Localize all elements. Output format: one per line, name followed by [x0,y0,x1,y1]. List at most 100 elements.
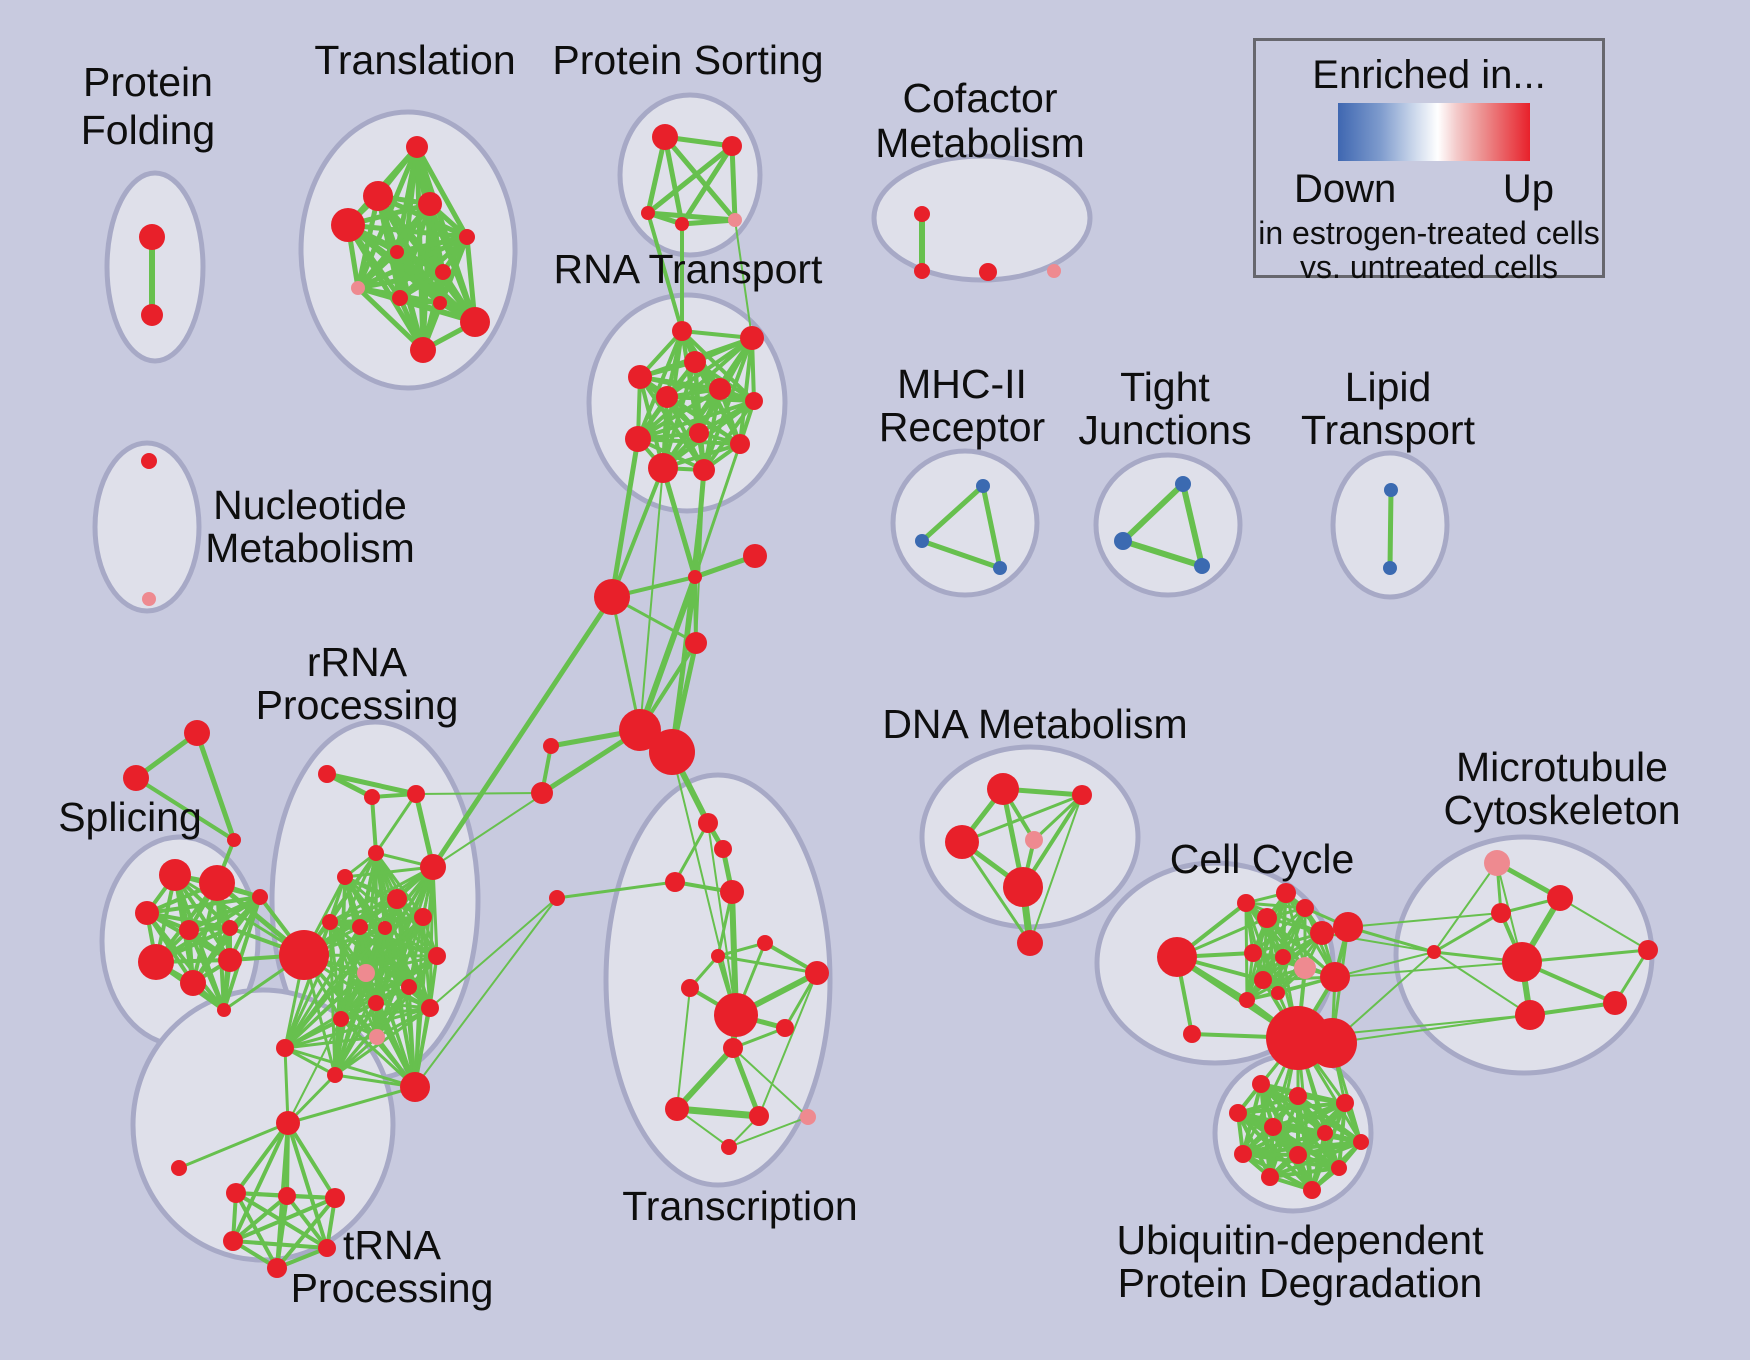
gene-set-node-ps-4 [728,213,742,227]
edge-cc [1261,916,1269,982]
gene-set-node-rr-17 [333,1011,349,1027]
cluster-label-cofactor-line1: Cofactor [903,75,1058,121]
gene-set-node-ub-9 [1331,1160,1347,1176]
cluster-label-mhc-ii-receptor-line1: MHC-II [897,361,1027,407]
edge-bridge-cn-rr [430,594,615,870]
gene-set-node-tx-2 [543,738,559,754]
edge-rr [383,926,432,1010]
legend-subtitle-1: in estrogen-treated cells [1258,215,1600,251]
legend-box: Enriched in... Down Up in estrogen-treat… [1253,38,1605,285]
gene-set-node-mh-1 [915,534,929,548]
gene-set-node-lp-1 [1383,561,1397,575]
edge-tx [716,954,819,975]
edge-tr [355,285,426,353]
edge-tx [728,1116,809,1148]
edge-tr [345,222,470,240]
edge-tr [345,222,426,353]
gene-set-node-sp-7 [180,970,206,996]
edge-tr [355,249,400,291]
edge-mt [1433,862,1498,953]
gene-set-node-tx-4 [698,813,718,833]
gene-set-node-nm-1 [142,592,156,606]
edge-bridge-rt-cn [609,436,641,600]
edge-tr [355,234,470,291]
gene-set-node-rr-19 [276,1039,294,1057]
edge-bridge-rt-cn [610,466,665,599]
edge-rr [407,985,417,1089]
gene-set-node-tx-7 [720,880,744,904]
gene-set-node-sp-6 [138,944,174,980]
edge-ub [1236,1101,1347,1115]
gene-set-node-mt-3 [1502,942,1542,982]
gene-set-node-ub-0 [1252,1075,1270,1093]
edge-rt [636,387,722,441]
edge-rr [343,875,425,919]
edge-rr [333,925,362,1077]
edge-ps [679,143,735,227]
edge-tx [676,987,691,1110]
edge-ps [679,217,738,227]
cluster-label-cell-cycle: Cell Cycle [1170,836,1355,882]
cluster-label-tight-junctions-line2: Junctions [1078,407,1251,453]
gene-set-node-rt-5 [709,378,731,400]
cluster-label-rrna-processing-line2: Processing [256,682,459,728]
edge-tn [275,1196,337,1270]
edge-bridge-ps-rt [734,219,753,339]
gene-set-node-ol-2 [227,833,241,847]
gene-set-node-rt-1 [740,326,764,350]
gene-set-node-cc-14 [1239,992,1255,1008]
gene-set-node-cn-2 [594,579,630,615]
cluster-label-lipid-transport-line1: Lipid [1345,364,1432,410]
edge-bridge-rt-cn [660,465,698,580]
edge-rt [738,336,754,446]
legend-down-label: Down [1294,167,1397,211]
edge-bridge-rr-tn [177,1121,290,1170]
gene-set-node-rr-22 [276,1111,300,1135]
edge-tx [730,1045,762,1119]
gene-set-node-ub-6 [1353,1134,1369,1150]
gene-set-node-cn-0 [688,570,702,584]
edge-dm [960,840,1032,945]
edge-rt [638,375,706,472]
edge-tn [285,1194,329,1250]
gene-set-node-tx-6 [665,872,685,892]
gene-set-node-rt-8 [625,426,651,452]
gene-set-node-rr-21 [400,1072,430,1102]
edge-rr [283,1017,343,1050]
gene-set-node-tr-6 [435,264,451,280]
cluster-ellipse-ps [617,92,763,258]
gene-set-node-tx-12 [714,993,758,1037]
gene-set-node-tn-1 [226,1183,246,1203]
edge-lp [1387,487,1394,571]
edge-tr [355,269,446,291]
gene-set-node-tn-5 [318,1239,336,1257]
edge-cc [1245,966,1307,1002]
edge-mh [919,538,1003,571]
edge-bridge-cc-mt [1334,951,1435,978]
gene-set-node-tx-14 [776,1019,794,1037]
gene-set-node-rr-11 [378,921,392,935]
edge-rr [333,1035,379,1077]
gene-set-node-mt-6 [1603,991,1627,1015]
cluster-label-microtubule-line2: Cytoskeleton [1443,787,1680,833]
edge-rr [283,926,387,1050]
gene-set-node-tr-11 [410,337,436,363]
gene-set-node-sp-8 [218,948,242,972]
gene-set-node-ub-3 [1229,1104,1247,1122]
edge-tx [674,1045,736,1112]
edge-bridge-tx-rr [429,897,558,1009]
gene-set-node-tx-10 [757,935,773,951]
gene-set-node-cc-0 [1157,937,1197,977]
cluster-label-nucleotide-line1: Nucleotide [213,482,407,528]
legend-up-label: Up [1502,167,1554,211]
cluster-label-protein-folding-line1: Protein [83,59,213,105]
edge-rr [328,920,337,1077]
edge-tx [732,1047,809,1118]
gene-set-node-cc-13 [1271,986,1285,1000]
gene-set-node-nm-0 [141,453,157,469]
cluster-ellipse-cf [871,153,1093,283]
edge-rr [283,954,439,1050]
gene-set-node-rt-11 [693,459,715,481]
edge-ps [729,143,738,223]
